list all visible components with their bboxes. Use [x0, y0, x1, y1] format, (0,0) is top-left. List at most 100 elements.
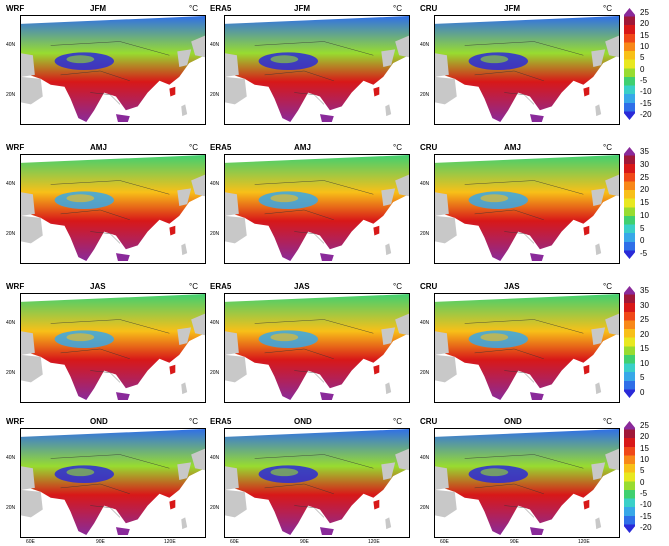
- panel-season-label: JFM: [504, 4, 520, 13]
- temperature-map: [224, 15, 410, 125]
- colorbar: 35 30 25 20 15 10 5 0 -5: [624, 147, 664, 259]
- temperature-map: [224, 293, 410, 403]
- temperature-map: [20, 15, 206, 125]
- colorbar-tick-label: 5: [640, 53, 645, 63]
- latitude-label: 20N: [6, 231, 16, 237]
- colorbar-tick-label: 10: [640, 210, 649, 220]
- panel-unit-label: °C: [393, 143, 402, 152]
- latitude-label: 40N: [210, 455, 220, 461]
- colorbar-tick-label: 15: [640, 443, 649, 453]
- colorbar: 25 20 15 10 5 0 -5 -10 -15 -20: [624, 8, 664, 120]
- panel-season-label: OND: [90, 417, 108, 426]
- latitude-label: 40N: [6, 320, 16, 326]
- longitude-label: 60E: [440, 539, 449, 545]
- panel-season-label: OND: [294, 417, 312, 426]
- panel-season-label: AMJ: [90, 143, 107, 152]
- colorbar-tick-label: -20: [640, 523, 652, 532]
- colorbar-tick-label: 15: [640, 344, 649, 354]
- latitude-label: 20N: [420, 505, 430, 511]
- longitude-label: 120E: [578, 539, 590, 545]
- panel-model-label: WRF: [6, 4, 25, 13]
- longitude-label: 90E: [300, 539, 309, 545]
- colorbar-tick-label: 25: [640, 315, 649, 325]
- map-panel: ERA5 JAS °C 40N 20N: [208, 282, 410, 408]
- latitude-label: 40N: [6, 181, 16, 187]
- temperature-map: [434, 154, 620, 264]
- colorbar-tick-label: -5: [640, 489, 648, 498]
- colorbar-tick-label: 20: [640, 432, 649, 442]
- latitude-label: 20N: [420, 92, 430, 98]
- latitude-label: 40N: [6, 42, 16, 48]
- map-panel: ERA5 OND °C 40N 20N 60E 90E 120E: [208, 417, 410, 545]
- latitude-label: 20N: [6, 505, 16, 511]
- map-panel: WRF JFM °C 40N 20N: [4, 4, 206, 130]
- panel-model-label: ERA5: [210, 282, 232, 291]
- colorbar-tick-label: -5: [640, 76, 648, 85]
- panel-model-label: CRU: [420, 282, 438, 291]
- panel-model-label: ERA5: [210, 417, 232, 426]
- latitude-label: 40N: [420, 320, 430, 326]
- map-panel: ERA5 AMJ °C 40N 20N: [208, 143, 410, 269]
- colorbar-tick-label: -20: [640, 110, 652, 119]
- latitude-label: 40N: [420, 455, 430, 461]
- panel-unit-label: °C: [393, 4, 402, 13]
- colorbar-tick-label: 10: [640, 358, 649, 368]
- panel-unit-label: °C: [603, 282, 612, 291]
- longitude-label: 90E: [510, 539, 519, 545]
- colorbar-tick-label: 10: [640, 42, 649, 51]
- colorbar-tick-label: -15: [640, 511, 652, 521]
- colorbar-tick-label: -5: [640, 249, 648, 258]
- colorbar-tick-label: 15: [640, 30, 649, 40]
- longitude-label: 60E: [26, 539, 35, 545]
- colorbar-tick-label: 35: [640, 147, 649, 156]
- colorbar-tick-label: 0: [640, 477, 645, 487]
- latitude-label: 20N: [6, 92, 16, 98]
- colorbar-scale: [624, 421, 635, 533]
- temperature-map: [434, 15, 620, 125]
- panel-unit-label: °C: [603, 4, 612, 13]
- panel-unit-label: °C: [189, 143, 198, 152]
- latitude-label: 40N: [210, 320, 220, 326]
- colorbar-tick-label: 25: [640, 172, 649, 182]
- colorbar-tick-label: -10: [640, 500, 652, 510]
- map-panel: ERA5 JFM °C 40N 20N: [208, 4, 410, 130]
- latitude-label: 20N: [210, 231, 220, 237]
- colorbar: 35 30 25 20 15 10 5 0: [624, 286, 664, 398]
- colorbar-scale: [624, 286, 635, 398]
- panel-season-label: JFM: [294, 4, 310, 13]
- latitude-label: 40N: [420, 42, 430, 48]
- latitude-label: 40N: [210, 42, 220, 48]
- map-panel: CRU JAS °C 40N 20N: [418, 282, 620, 408]
- temperature-map: [20, 428, 206, 538]
- colorbar-tick-label: 30: [640, 300, 649, 310]
- panel-unit-label: °C: [393, 417, 402, 426]
- panel-model-label: ERA5: [210, 143, 232, 152]
- colorbar: 25 20 15 10 5 0 -5 -10 -15 -20: [624, 421, 664, 533]
- colorbar-tick-label: 0: [640, 388, 645, 397]
- latitude-label: 20N: [210, 370, 220, 376]
- colorbar-tick-label: 0: [640, 64, 645, 74]
- map-panel: CRU AMJ °C 40N 20N: [418, 143, 620, 269]
- panel-season-label: JFM: [90, 4, 106, 13]
- temperature-map: [20, 293, 206, 403]
- panel-unit-label: °C: [189, 282, 198, 291]
- map-panel: WRF JAS °C 40N 20N: [4, 282, 206, 408]
- panel-unit-label: °C: [603, 143, 612, 152]
- latitude-label: 40N: [6, 455, 16, 461]
- panel-unit-label: °C: [189, 417, 198, 426]
- temperature-map: [434, 428, 620, 538]
- colorbar-tick-label: 35: [640, 286, 649, 295]
- panel-season-label: OND: [504, 417, 522, 426]
- longitude-label: 60E: [230, 539, 239, 545]
- map-panel: WRF OND °C 40N 20N 60E 90E 120E: [4, 417, 206, 545]
- colorbar-scale: [624, 8, 635, 120]
- latitude-label: 20N: [420, 231, 430, 237]
- latitude-label: 20N: [210, 505, 220, 511]
- latitude-label: 40N: [420, 181, 430, 187]
- panel-unit-label: °C: [393, 282, 402, 291]
- panel-season-label: JAS: [90, 282, 106, 291]
- panel-model-label: CRU: [420, 417, 438, 426]
- colorbar-tick-label: 20: [640, 19, 649, 29]
- panel-model-label: CRU: [420, 143, 438, 152]
- panel-model-label: WRF: [6, 143, 25, 152]
